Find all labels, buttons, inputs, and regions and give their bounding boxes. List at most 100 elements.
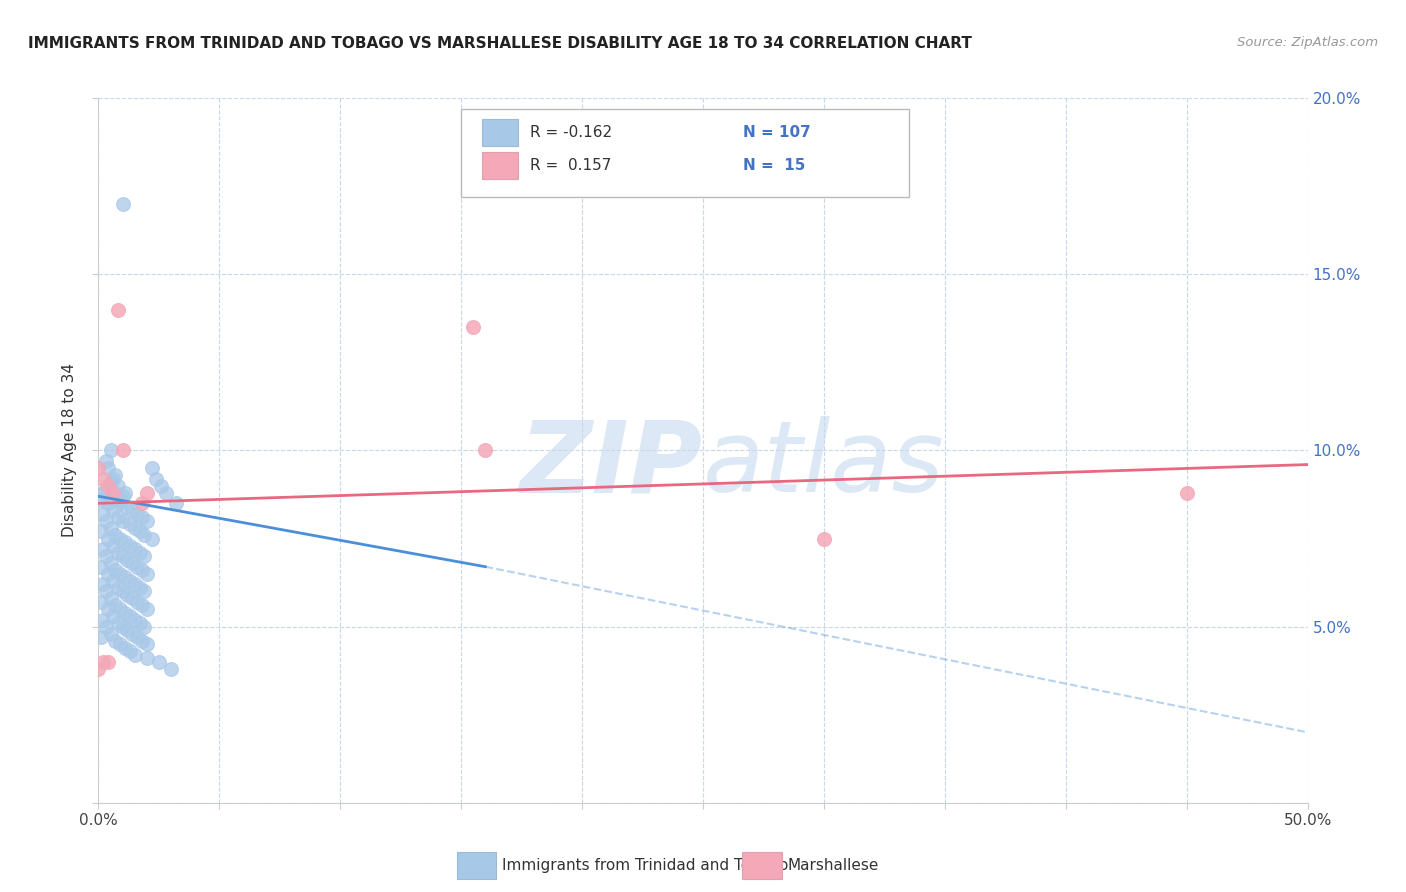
Text: N =  15: N = 15 (742, 158, 806, 173)
Point (117, 552, 139, 566)
Point (135, 651, 157, 665)
Point (117, 623, 139, 637)
Point (124, 613, 146, 627)
Point (134, 619, 156, 633)
Point (107, 302, 129, 317)
Point (121, 591, 143, 606)
Point (107, 581, 129, 595)
Point (91, 507, 114, 521)
Point (128, 546, 150, 560)
Point (90, 595, 112, 609)
Point (111, 489, 134, 503)
Point (135, 602, 157, 616)
Point (128, 524, 150, 539)
Point (127, 507, 149, 521)
Point (94, 482, 117, 496)
Point (104, 485, 127, 500)
Point (114, 570, 136, 584)
Point (101, 503, 124, 517)
Point (135, 566, 157, 581)
FancyBboxPatch shape (461, 109, 908, 197)
Text: ZIP: ZIP (520, 416, 703, 513)
Point (131, 510, 153, 524)
Point (91, 542, 114, 557)
Point (474, 443, 496, 458)
Point (90, 524, 112, 539)
Point (91, 613, 114, 627)
Point (97, 566, 120, 581)
Text: IMMIGRANTS FROM TRINIDAD AND TOBAGO VS MARSHALLESE DISABILITY AGE 18 TO 34 CORRE: IMMIGRANTS FROM TRINIDAD AND TOBAGO VS M… (28, 36, 972, 51)
Point (107, 616, 129, 631)
Point (94, 619, 117, 633)
Point (121, 556, 143, 570)
Point (127, 630, 149, 644)
Point (114, 485, 136, 500)
Point (97, 461, 120, 475)
Point (148, 655, 170, 669)
Point (87, 662, 110, 676)
Point (150, 478, 173, 492)
Point (118, 517, 141, 532)
Text: R =  0.157: R = 0.157 (530, 158, 612, 173)
Point (141, 461, 163, 475)
Point (91, 655, 114, 669)
Point (124, 648, 146, 662)
Point (111, 549, 134, 564)
Point (134, 549, 156, 564)
Point (114, 535, 136, 549)
Point (100, 521, 122, 535)
Point (117, 588, 139, 602)
Point (107, 478, 129, 492)
Point (90, 559, 112, 574)
Point (127, 559, 149, 574)
Text: Marshallese: Marshallese (787, 858, 879, 872)
Point (135, 485, 157, 500)
Point (111, 619, 134, 633)
Text: N = 107: N = 107 (742, 125, 811, 140)
Point (104, 633, 127, 648)
Point (101, 472, 124, 486)
Point (114, 640, 136, 655)
Point (118, 574, 141, 588)
Point (131, 633, 153, 648)
Point (131, 496, 153, 510)
Point (145, 472, 167, 486)
Text: R = -0.162: R = -0.162 (530, 125, 612, 140)
Point (87, 461, 110, 475)
Point (128, 581, 150, 595)
Point (117, 500, 139, 514)
Point (124, 521, 146, 535)
Point (101, 609, 124, 624)
Point (108, 492, 131, 507)
Point (160, 662, 183, 676)
Point (101, 485, 124, 500)
Y-axis label: Disability Age 18 to 34: Disability Age 18 to 34 (62, 363, 77, 538)
Point (100, 443, 122, 458)
Point (104, 563, 127, 577)
Point (108, 532, 131, 546)
Point (118, 644, 141, 658)
Text: Immigrants from Trinidad and Tobago: Immigrants from Trinidad and Tobago (502, 858, 789, 872)
Point (111, 196, 134, 211)
Point (1175, 485, 1198, 500)
Point (124, 577, 146, 591)
Point (91, 577, 114, 591)
Point (121, 626, 143, 640)
Point (94, 549, 117, 564)
Point (124, 542, 146, 557)
Point (131, 599, 153, 613)
Point (108, 602, 131, 616)
Point (104, 528, 127, 542)
Point (813, 532, 835, 546)
Point (94, 514, 117, 528)
Point (97, 496, 120, 510)
Point (114, 606, 136, 620)
Point (134, 584, 156, 599)
Point (94, 454, 117, 468)
Point (100, 626, 122, 640)
Point (131, 563, 153, 577)
Point (135, 514, 157, 528)
Point (91, 485, 114, 500)
Point (165, 496, 187, 510)
Point (108, 637, 131, 651)
